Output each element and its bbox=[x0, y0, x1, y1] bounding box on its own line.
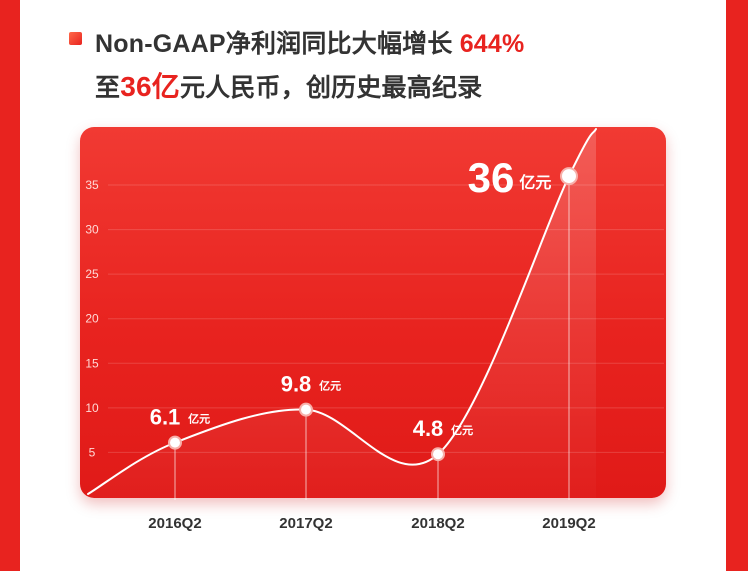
headline-line-2: 至36亿元人民币，创历史最高纪录 bbox=[95, 65, 482, 105]
y-tick-20: 20 bbox=[85, 312, 99, 326]
headline-growth-value: 644% bbox=[459, 30, 525, 58]
y-tick-35: 35 bbox=[85, 178, 99, 192]
x-axis-labels: 2016Q2 2017Q2 2018Q2 2019Q2 bbox=[0, 515, 748, 537]
data-point-2017Q2 bbox=[299, 402, 313, 417]
headline-growth-text: Non-GAAP净利润同比大幅增长 bbox=[95, 30, 460, 58]
headline-amount: 36亿 bbox=[120, 71, 180, 102]
data-unit-2018Q2: 亿元 bbox=[451, 423, 473, 437]
y-tick-30: 30 bbox=[85, 223, 99, 237]
bullet-square-icon bbox=[69, 32, 82, 45]
data-unit-2016Q2: 亿元 bbox=[188, 412, 210, 426]
headline-line-1: Non-GAAP净利润同比大幅增长 644% bbox=[95, 24, 524, 60]
headline-to-text: 至 bbox=[95, 74, 121, 102]
y-tick-5: 5 bbox=[89, 445, 96, 459]
data-label-2018Q2: 4.8 bbox=[413, 416, 444, 441]
x-label-2016Q2: 2016Q2 bbox=[148, 515, 202, 532]
data-label-2016Q2: 6.1 bbox=[150, 405, 181, 430]
data-label-2017Q2: 9.8 bbox=[281, 372, 312, 397]
y-tick-15: 15 bbox=[85, 356, 99, 370]
data-point-2016Q2 bbox=[168, 435, 182, 450]
data-unit-2017Q2: 亿元 bbox=[319, 379, 341, 393]
data-point-2019Q2 bbox=[560, 167, 578, 186]
y-tick-25: 25 bbox=[85, 267, 99, 281]
headline-record-text: 元人民币，创历史最高纪录 bbox=[179, 74, 483, 102]
data-unit-2019Q2: 亿元 bbox=[519, 173, 551, 192]
x-label-2018Q2: 2018Q2 bbox=[411, 515, 465, 532]
y-tick-10: 10 bbox=[85, 401, 99, 415]
x-label-2019Q2: 2019Q2 bbox=[542, 515, 596, 532]
x-label-2017Q2: 2017Q2 bbox=[279, 515, 333, 532]
data-label-2019Q2: 36 bbox=[468, 154, 515, 201]
data-point-2018Q2 bbox=[431, 447, 445, 462]
